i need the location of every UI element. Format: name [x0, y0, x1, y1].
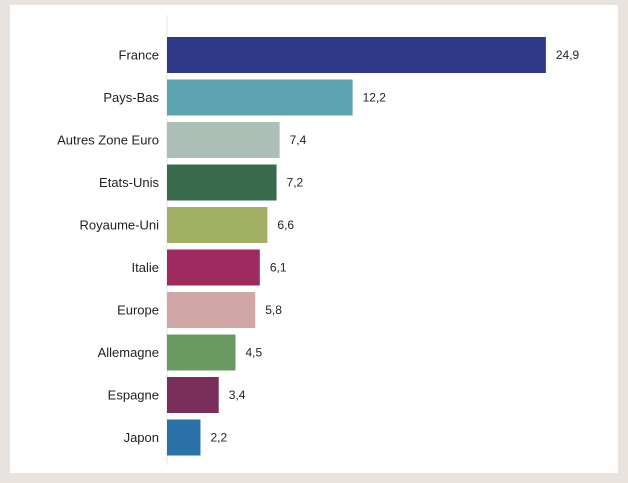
value-label-europe: 5,8	[265, 303, 282, 317]
category-label-royaume-uni: Royaume-Uni	[80, 218, 160, 233]
category-label-japon: Japon	[124, 430, 159, 445]
category-label-france: France	[119, 48, 159, 63]
category-label-allemagne: Allemagne	[98, 345, 159, 360]
bar-japon	[167, 419, 201, 456]
category-label-espagne: Espagne	[108, 388, 159, 403]
bar-autres-zone-euro	[167, 122, 280, 158]
value-label-royaume-uni: 6,6	[277, 218, 294, 232]
category-label-etats-unis: Etats-Unis	[99, 175, 159, 190]
bar-espagne	[167, 377, 219, 413]
bar-europe	[167, 292, 256, 328]
value-label-france: 24,9	[556, 48, 580, 62]
bar-etats-unis	[167, 164, 277, 201]
value-label-etats-unis: 7,2	[287, 176, 304, 190]
value-label-allemagne: 4,5	[245, 346, 262, 360]
category-label-autres-zone-euro: Autres Zone Euro	[57, 133, 159, 148]
chart-panel: France 24,9 Pays-Bas 12,2 Autres Zone Euro 7,…	[10, 5, 618, 473]
bar-pays-bas	[167, 79, 353, 116]
bar-allemagne	[167, 334, 236, 371]
bar-royaume-uni	[167, 207, 268, 243]
value-label-autres-zone-euro: 7,4	[290, 133, 307, 147]
value-label-espagne: 3,4	[229, 388, 246, 402]
bar-chart: France 24,9 Pays-Bas 12,2 Autres Zone Euro 7,…	[57, 15, 580, 465]
bar-france	[167, 37, 546, 73]
bar-italie	[167, 249, 260, 286]
value-label-italie: 6,1	[270, 261, 287, 275]
value-label-japon: 2,2	[210, 431, 227, 445]
bars-group: France 24,9 Pays-Bas 12,2 Autres Zone Euro 7,…	[57, 37, 580, 456]
category-label-europe: Europe	[117, 303, 159, 318]
value-label-pays-bas: 12,2	[363, 91, 387, 105]
category-label-pays-bas: Pays-Bas	[103, 90, 159, 105]
category-label-italie: Italie	[132, 260, 159, 275]
